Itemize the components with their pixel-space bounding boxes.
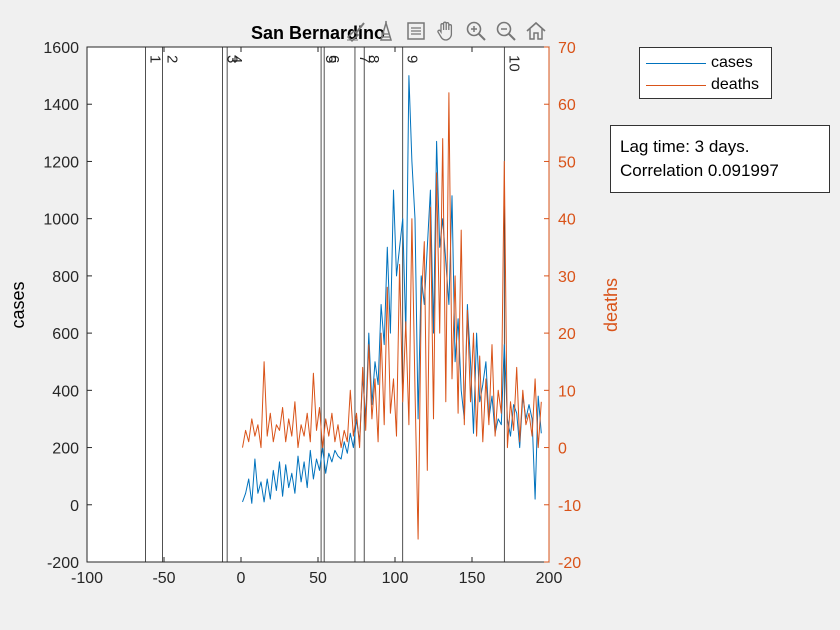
event-line-label: 2 <box>163 55 180 63</box>
vertical-lines: 12345678910 <box>145 47 522 562</box>
y-tick-label: 1400 <box>43 97 79 114</box>
y-axis-label: cases <box>8 281 28 328</box>
event-line-label: 10 <box>505 55 522 72</box>
y-tick-label: 800 <box>52 269 79 286</box>
legend[interactable]: cases deaths <box>639 47 772 99</box>
x-tick-label: -50 <box>152 570 175 587</box>
y-tick-label: -200 <box>47 555 79 572</box>
x-tick-label: 0 <box>237 570 246 587</box>
y2-tick-label: 10 <box>558 383 576 400</box>
legend-label-cases: cases <box>711 54 753 71</box>
axes-background <box>87 47 549 562</box>
y-tick-label: 0 <box>70 498 79 515</box>
y2-tick-label: 20 <box>558 326 576 343</box>
legend-item-deaths: deaths <box>646 75 759 95</box>
annotation-lag: Lag time: 3 days. <box>620 137 750 156</box>
y-tick-label: 600 <box>52 326 79 343</box>
annotation-box: Lag time: 3 days. Correlation 0.091997 <box>610 125 830 193</box>
event-line-label: 9 <box>404 55 421 63</box>
data-cursor-icon[interactable] <box>372 17 400 45</box>
y2-tick-label: -20 <box>558 555 581 572</box>
x-tick-label: -100 <box>71 570 103 587</box>
y-tick-label: 400 <box>52 383 79 400</box>
y2-tick-label: 0 <box>558 441 567 458</box>
series-line-cases <box>242 75 542 504</box>
plot-series <box>242 75 542 540</box>
x-axis: -100 -50 0 50 100 150 200 <box>71 47 562 587</box>
event-line-label: 8 <box>365 55 382 63</box>
y-tick-label: 1200 <box>43 154 79 171</box>
x-tick-label: 100 <box>382 570 409 587</box>
event-line-label: 3 <box>224 55 241 63</box>
pan-hand-icon[interactable] <box>432 17 460 45</box>
y2-tick-label: 50 <box>558 154 576 171</box>
y-tick-label: 1600 <box>43 40 79 57</box>
y-tick-label: 200 <box>52 441 79 458</box>
legend-label-deaths: deaths <box>711 76 760 93</box>
x-tick-label: 150 <box>459 570 486 587</box>
y-axis-right: -20 -10 0 10 20 30 40 50 60 70 <box>544 40 581 572</box>
legend-swatch-deaths <box>646 84 706 86</box>
annotation-correlation: Correlation 0.091997 <box>620 161 779 180</box>
y-axis-left: -200 0 200 400 600 800 1000 1200 1400 1600 <box>43 40 92 572</box>
y2-tick-label: 70 <box>558 40 576 57</box>
y2-tick-label: 40 <box>558 212 576 229</box>
legend-swatch-cases <box>646 62 706 64</box>
x-tick-label: 200 <box>536 570 563 587</box>
y2-tick-label: -10 <box>558 498 581 515</box>
y-tick-label: 1000 <box>43 212 79 229</box>
zoom-out-icon[interactable] <box>492 17 520 45</box>
brush-icon[interactable] <box>342 17 370 45</box>
y2-axis-label: deaths <box>601 278 621 332</box>
y2-tick-label: 60 <box>558 97 576 114</box>
event-line-label: 1 <box>147 55 164 63</box>
zoom-in-icon[interactable] <box>462 17 490 45</box>
legend-item-cases: cases <box>646 53 753 73</box>
legend-toggle-icon[interactable] <box>402 17 430 45</box>
series-line-deaths <box>242 92 542 540</box>
x-tick-label: 50 <box>309 570 327 587</box>
event-line-label: 5 <box>322 55 339 63</box>
event-line-label: 4 <box>228 55 245 63</box>
event-line-label: 6 <box>325 55 342 63</box>
y2-tick-label: 30 <box>558 269 576 286</box>
chart-title: San Bernardino <box>251 23 385 43</box>
home-icon[interactable] <box>522 17 550 45</box>
axes-toolbar <box>342 17 550 45</box>
